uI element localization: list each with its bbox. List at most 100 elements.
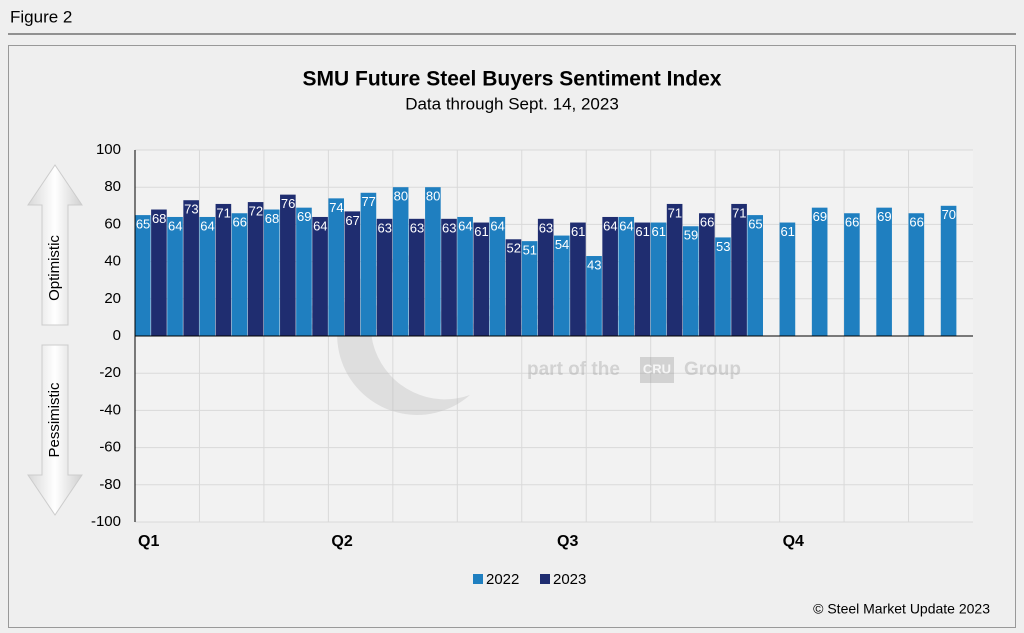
pessimistic-label: Pessimistic [46,382,63,458]
bar [376,218,393,336]
value-label: 71 [732,205,746,220]
value-label: 69 [877,209,891,224]
bar [747,215,763,336]
value-label: 61 [474,224,488,239]
bar [135,215,151,336]
value-label: 64 [603,218,617,233]
value-label: 64 [458,218,472,233]
bar [344,211,361,336]
optimistic-arrow [27,164,83,326]
value-label: 61 [571,224,585,239]
value-label: 69 [813,209,827,224]
watermark-logo-box [640,357,674,383]
value-label: 53 [716,239,730,254]
legend-swatch [473,574,483,584]
value-label: 64 [490,218,504,233]
bar [247,202,264,336]
value-label: 77 [361,194,375,209]
legend-swatch [540,574,550,584]
bar [844,213,860,336]
x-tick-label: Q4 [783,533,804,550]
value-label: 80 [426,189,440,204]
value-label: 63 [442,220,456,235]
bar [360,192,377,336]
value-label: 63 [378,220,392,235]
y-tick-label: 20 [104,290,121,307]
value-label: 43 [587,257,601,272]
value-label: 59 [684,228,698,243]
value-label: 70 [942,207,956,222]
value-label: 63 [539,220,553,235]
bar [650,222,667,336]
bar [425,187,441,336]
y-tick-label: 100 [96,141,121,158]
bar [908,213,925,336]
bar [570,222,586,336]
bar [505,239,522,336]
value-label: 66 [845,215,859,230]
value-label: 80 [394,189,408,204]
bar [554,235,570,336]
figure-label: Figure 2 [10,7,72,26]
value-label: 66 [700,215,714,230]
value-label: 63 [410,220,424,235]
y-tick-label: -80 [99,476,121,493]
bar [699,213,715,336]
y-tick-label: -60 [99,439,121,456]
value-label: 74 [329,200,343,215]
y-tick-label: 80 [104,178,121,195]
bar [231,213,248,336]
value-label: 65 [748,217,762,232]
value-label: 69 [297,209,311,224]
value-label: 64 [313,218,327,233]
x-tick-label: Q1 [138,533,159,550]
bar [731,203,747,336]
pessimistic-arrow [27,344,83,516]
bar [167,216,183,336]
watermark-prefix: part of the [527,359,620,380]
bar [537,218,554,336]
value-label: 66 [909,215,923,230]
bar [779,222,796,336]
bar [183,200,199,336]
bar [215,203,232,336]
bar [634,222,651,336]
y-tick-label: -100 [91,513,121,530]
value-label: 71 [216,205,230,220]
bar [618,216,635,336]
bar [263,209,280,336]
value-label: 52 [506,241,520,256]
legend-label: 2022 [486,571,519,588]
watermark-suffix: Group [684,359,741,380]
value-label: 64 [200,218,214,233]
bar [682,226,699,336]
value-label: 72 [249,204,263,219]
optimistic-label: Optimistic [46,235,63,301]
bar [586,256,602,336]
x-tick-label: Q3 [557,533,578,550]
plot: -100-80-60-40-20020406080100STEEL MARKET… [91,141,973,588]
bar [876,207,892,336]
chart-title: SMU Future Steel Buyers Sentiment Index [303,68,722,91]
value-label: 61 [635,224,649,239]
y-tick-label: -40 [99,401,121,418]
bar [473,222,490,336]
bar [666,203,683,336]
value-label: 61 [652,224,666,239]
y-tick-label: 40 [104,253,121,270]
bar [312,216,328,336]
bar [811,207,828,336]
value-label: 68 [265,211,279,226]
copyright: © Steel Market Update 2023 [813,601,990,617]
bar [392,187,409,336]
bar [489,216,506,336]
value-label: 73 [184,202,198,217]
value-label: 66 [233,215,247,230]
value-label: 54 [555,237,569,252]
chart-subtitle: Data through Sept. 14, 2023 [405,94,619,113]
value-label: 68 [152,211,166,226]
bar [602,216,618,336]
value-label: 51 [523,243,537,258]
value-label: 71 [668,205,682,220]
